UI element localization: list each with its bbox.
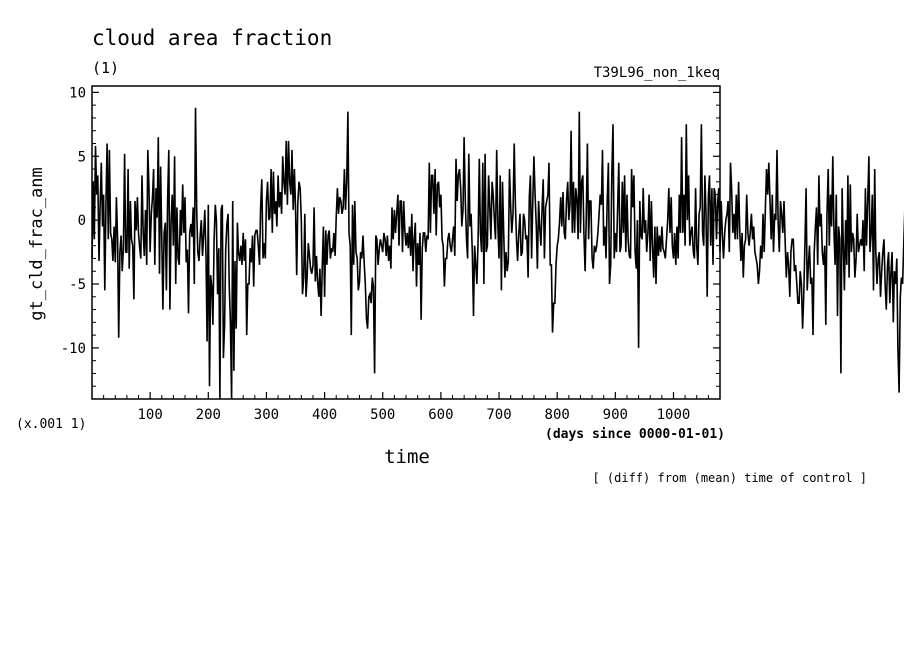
footnote: [ (diff) from (mean) time of control ] (592, 471, 867, 485)
x-axis: 100 200 300 400 500 600 700 800 900 1000 (103, 392, 721, 423)
x-tick-label: 500 (370, 407, 395, 423)
series-line (91, 107, 904, 400)
y-axis-label: gt_cld_frac_anm (27, 167, 47, 321)
chart-title: cloud area fraction (92, 26, 332, 50)
x-tick-label: 600 (428, 407, 453, 423)
x-tick-label: 800 (545, 407, 570, 423)
x-tick-label: 1000 (657, 407, 691, 423)
x-tick-label: 400 (312, 407, 337, 423)
x-tick-label: 200 (196, 407, 221, 423)
y-tick-label: -5 (69, 277, 86, 293)
y-axis: -10 -5 0 5 10 (61, 85, 720, 400)
x-units-label: (days since 0000-01-01) (545, 427, 725, 442)
x-tick-label: 300 (254, 407, 279, 423)
y-tick-label: -10 (61, 341, 86, 357)
y-tick-label: 10 (69, 85, 86, 101)
x-tick-label: 700 (486, 407, 511, 423)
plot-area (91, 85, 904, 400)
run-label: T39L96_non_1keq (594, 65, 720, 81)
x-tick-label: 100 (137, 407, 162, 423)
x-tick-label: 900 (603, 407, 628, 423)
chart-subtitle: (1) (92, 59, 119, 77)
y-tick-label: 5 (78, 149, 86, 165)
y-tick-label: 0 (78, 213, 86, 229)
y-scale-note: (x.001 1) (16, 417, 86, 432)
x-axis-label: time (384, 446, 430, 468)
